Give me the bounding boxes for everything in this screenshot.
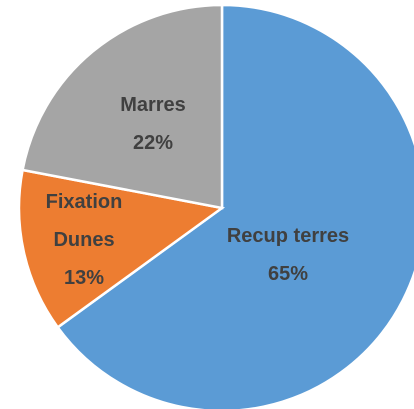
value-label: 65% (267, 263, 309, 285)
value-label: 22% (132, 132, 174, 154)
pie-slice (56, 3, 414, 409)
value-label: 13% (63, 267, 105, 289)
pie-slice (21, 3, 224, 210)
category-label: Marres (120, 94, 186, 116)
slice-label: Recup terres 65% (198, 217, 378, 293)
category-label: Recup terres (226, 225, 350, 247)
pie-slice (17, 168, 226, 330)
slice-label: Marres 22% (93, 86, 213, 162)
slice-label: Fixation Dunes 13% (29, 183, 139, 297)
category-label: Fixation Dunes (45, 191, 123, 251)
